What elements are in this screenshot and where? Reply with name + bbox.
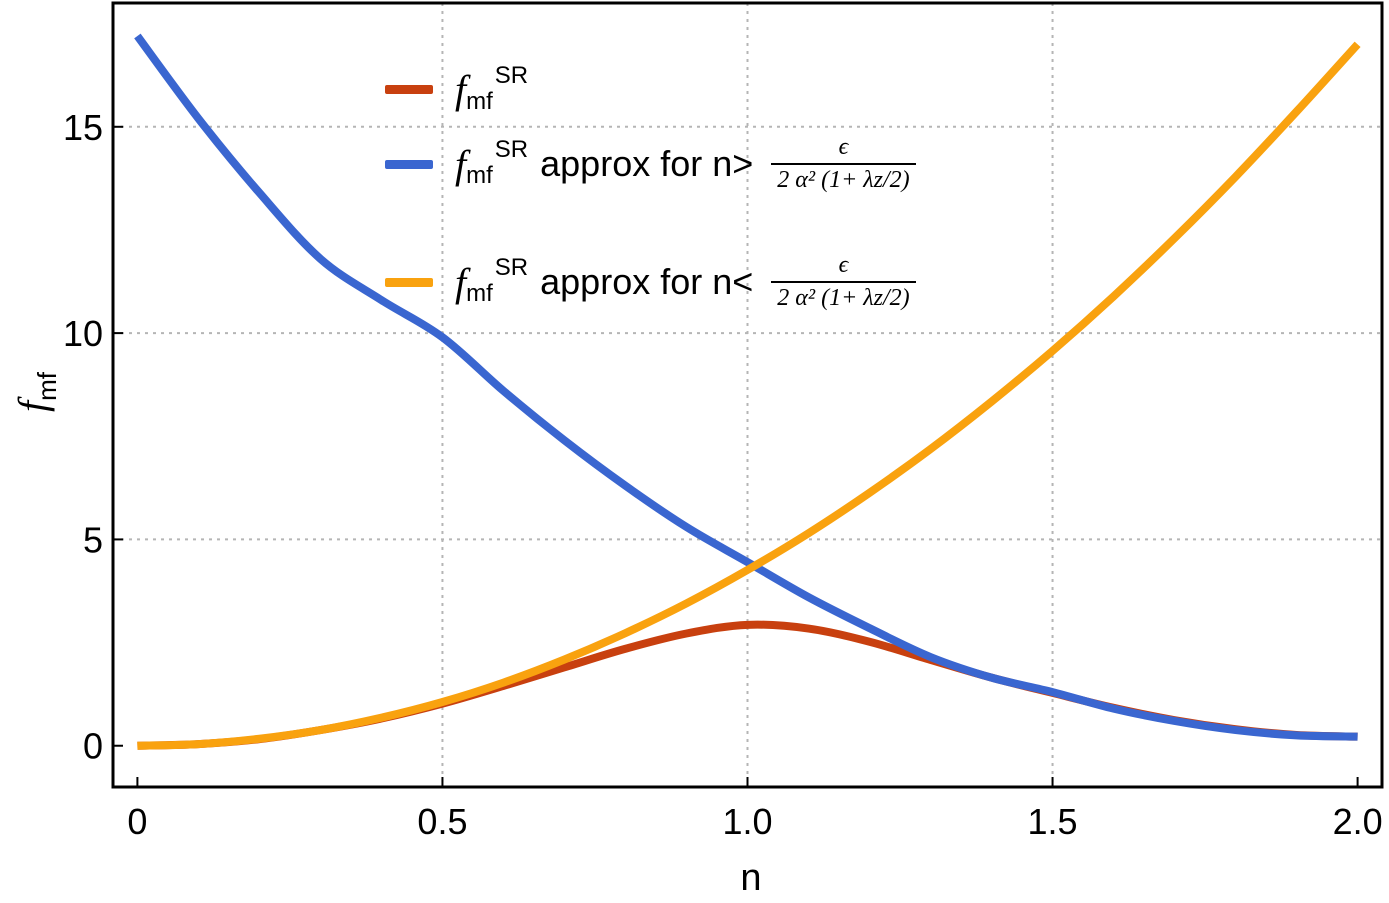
- y-tick-label: 10: [63, 313, 103, 354]
- x-tick-label: 0: [127, 801, 147, 842]
- y-axis-ticks: 0 5 10 15: [63, 107, 123, 767]
- legend-subscript: mf: [466, 280, 493, 307]
- legend-item-exact: f mf SR: [385, 62, 528, 115]
- grid-lines: [113, 3, 1382, 787]
- y-axis-title: fmf: [10, 371, 62, 412]
- legend-suffix: approx for n>: [540, 143, 754, 184]
- legend-symbol: f: [455, 67, 467, 112]
- x-tick-label: 2.0: [1333, 801, 1383, 842]
- legend-swatch: [385, 85, 433, 94]
- y-tick-label: 15: [63, 107, 103, 148]
- fraction-numerator: ϵ: [838, 252, 849, 278]
- legend-superscript: SR: [494, 136, 529, 163]
- legend-swatch: [385, 277, 433, 287]
- legend-subscript: mf: [466, 87, 493, 115]
- legend-swatch: [385, 159, 433, 169]
- legend-item-approx-less: f mf SR approx for n< ϵ 2 α² (1+ λz/2): [385, 252, 916, 312]
- legend-superscript: SR: [494, 61, 529, 89]
- legend-fraction: ϵ 2 α² (1+ λz/2): [771, 134, 916, 194]
- legend-label: f mf SR approx for n< ϵ 2 α² (1+ λz/2): [455, 252, 916, 312]
- x-tick-label: 0.5: [417, 801, 467, 842]
- y-axis-title-subscript: mf: [32, 371, 62, 401]
- legend-symbol: f: [455, 259, 467, 305]
- legend-symbol: f: [455, 141, 467, 187]
- y-tick-label: 5: [83, 519, 103, 560]
- svg-text:fmf: fmf: [10, 371, 62, 412]
- x-axis-title: n: [740, 857, 761, 899]
- fraction-denominator: 2 α² (1+ λz/2): [771, 281, 916, 312]
- series-line-approx-greater: [134, 33, 1358, 741]
- fraction-numerator: ϵ: [838, 134, 849, 160]
- legend-suffix: approx for n<: [540, 261, 754, 302]
- x-tick-label: 1.0: [722, 801, 772, 842]
- legend-fraction: ϵ 2 α² (1+ λz/2): [771, 252, 916, 312]
- y-tick-label: 0: [83, 726, 103, 767]
- x-axis-ticks: 0 0.5 1.0 1.5 2.0: [127, 777, 1383, 842]
- legend-superscript: SR: [494, 254, 529, 281]
- legend-label: f mf SR: [455, 62, 528, 115]
- fraction-denominator: 2 α² (1+ λz/2): [771, 163, 916, 194]
- legend-label: f mf SR approx for n> ϵ 2 α² (1+ λz/2): [455, 134, 916, 194]
- series-lines: [134, 33, 1361, 750]
- legend-item-approx-greater: f mf SR approx for n> ϵ 2 α² (1+ λz/2): [385, 134, 916, 194]
- series-line-approx-less: [137, 41, 1361, 750]
- legend: f mf SR f mf SR approx for n> ϵ 2 α² (1+ λz/…: [385, 52, 1005, 342]
- legend-subscript: mf: [466, 162, 493, 189]
- x-tick-label: 1.5: [1028, 801, 1078, 842]
